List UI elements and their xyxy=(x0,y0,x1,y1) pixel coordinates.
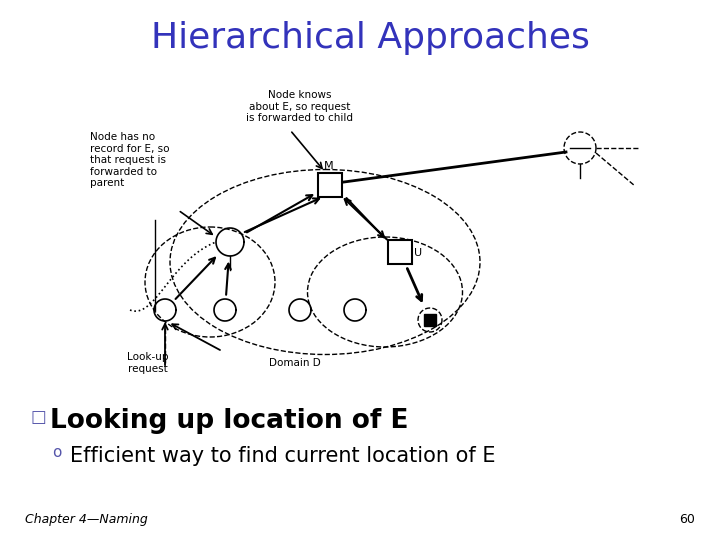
Text: M: M xyxy=(324,161,334,171)
Text: U: U xyxy=(414,248,422,258)
FancyBboxPatch shape xyxy=(424,314,436,326)
FancyBboxPatch shape xyxy=(318,173,342,197)
Text: Hierarchical Approaches: Hierarchical Approaches xyxy=(150,21,590,55)
Text: Chapter 4—Naming: Chapter 4—Naming xyxy=(25,513,148,526)
Text: Look-up
request: Look-up request xyxy=(127,352,168,374)
Text: o: o xyxy=(52,445,61,460)
FancyBboxPatch shape xyxy=(388,240,412,264)
Text: 60: 60 xyxy=(679,513,695,526)
Text: Node has no
record for E, so
that request is
forwarded to
parent: Node has no record for E, so that reques… xyxy=(90,132,169,188)
Text: □: □ xyxy=(30,408,46,426)
Text: Node knows
about E, so request
is forwarded to child: Node knows about E, so request is forwar… xyxy=(246,90,354,123)
Text: Efficient way to find current location of E: Efficient way to find current location o… xyxy=(70,446,495,466)
Text: Domain D: Domain D xyxy=(269,358,321,368)
Text: Looking up location of E: Looking up location of E xyxy=(50,408,408,434)
